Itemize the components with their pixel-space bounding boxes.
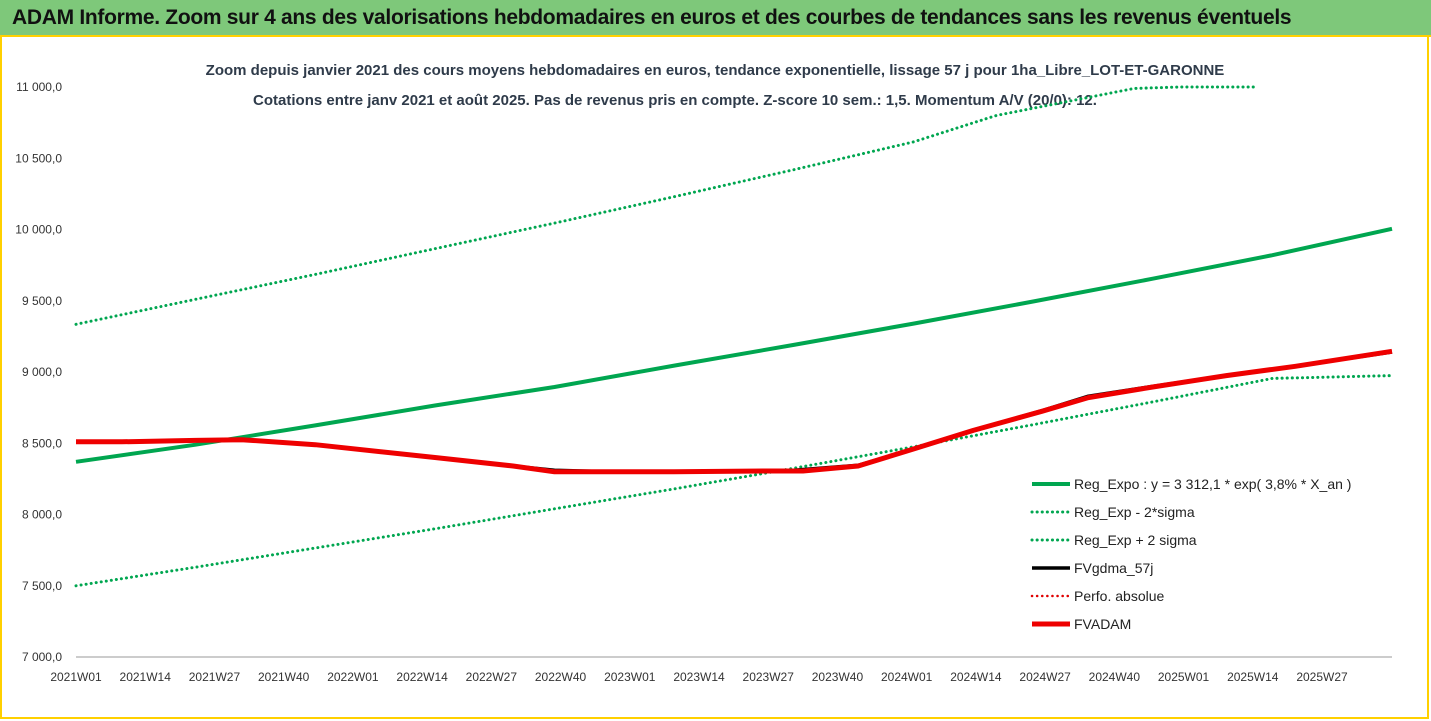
legend: Reg_Expo : y = 3 312,1 * exp( 3,8% * X_a… [1030,476,1351,632]
x-tick-label: 2023W40 [812,670,864,684]
x-tick-label: 2024W27 [1019,670,1071,684]
page-title: ADAM Informe. Zoom sur 4 ans des valoris… [12,6,1292,29]
y-tick-label: 9 000,0 [22,365,62,379]
legend-label: Reg_Exp - 2*sigma [1074,504,1195,520]
x-tick-label: 2021W40 [258,670,310,684]
y-axis: 11 000,0 10 500,0 10 000,0 9 500,0 9 000,0 8 … [15,80,62,664]
series-line [75,226,1393,464]
legend-label: FVADAM [1074,616,1131,632]
x-tick-label: 2022W40 [535,670,587,684]
x-tick-label: 2022W27 [466,670,518,684]
x-tick-label: 2025W14 [1227,670,1279,684]
legend-label: Perfo. absolue [1074,588,1164,604]
y-tick-label: 11 000,0 [16,80,62,94]
x-tick-label: 2025W27 [1296,670,1348,684]
x-tick-label: 2021W14 [120,670,172,684]
series-line [74,85,1256,326]
series-layer [74,85,1394,588]
x-tick-label: 2022W14 [396,670,448,684]
series-line [76,348,1393,475]
chart-subtitle: Cotations entre janv 2021 et août 2025. … [253,92,1097,109]
x-tick-label: 2021W27 [189,670,241,684]
x-tick-label: 2021W01 [50,670,102,684]
y-tick-label: 8 000,0 [22,508,62,522]
y-tick-label: 10 500,0 [15,151,62,165]
x-axis: 2021W01 2021W14 2021W27 2021W40 2022W01 2022W… [50,656,1392,684]
chart-title: Zoom depuis janvier 2021 des cours moyen… [206,62,1225,79]
y-tick-label: 9 500,0 [22,294,62,308]
x-tick-label: 2023W27 [743,670,795,684]
x-tick-label: 2024W14 [950,670,1002,684]
x-tick-label: 2023W14 [673,670,725,684]
legend-label: FVgdma_57j [1074,560,1153,576]
header-banner: ADAM Informe. Zoom sur 4 ans des valoris… [0,0,1431,37]
x-tick-label: 2024W40 [1089,670,1141,684]
x-tick-label: 2025W01 [1158,670,1210,684]
x-tick-label: 2022W01 [327,670,379,684]
y-tick-label: 8 500,0 [22,436,62,450]
legend-label: Reg_Exp + 2 sigma [1074,532,1197,548]
x-tick-label: 2023W01 [604,670,656,684]
y-tick-label: 7 000,0 [22,650,62,664]
chart-frame: Zoom depuis janvier 2021 des cours moyen… [0,37,1429,719]
y-tick-label: 10 000,0 [15,223,62,237]
series-line [76,350,1393,474]
y-tick-label: 7 500,0 [22,579,62,593]
legend-label: Reg_Expo : y = 3 312,1 * exp( 3,8% * X_a… [1074,476,1351,492]
x-tick-label: 2024W01 [881,670,933,684]
line-chart: Zoom depuis janvier 2021 des cours moyen… [15,62,1394,684]
series-line [74,374,1394,588]
